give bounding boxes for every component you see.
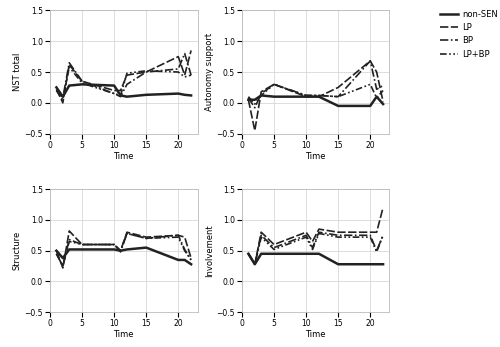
Y-axis label: Involvement: Involvement xyxy=(205,225,214,277)
X-axis label: Time: Time xyxy=(306,330,326,339)
X-axis label: Time: Time xyxy=(114,152,134,161)
X-axis label: Time: Time xyxy=(306,152,326,161)
Y-axis label: Structure: Structure xyxy=(13,231,22,270)
Y-axis label: Autonomy support: Autonomy support xyxy=(205,33,214,111)
Legend: non-SEN, LP, BP, LP+BP: non-SEN, LP, BP, LP+BP xyxy=(438,8,500,60)
X-axis label: Time: Time xyxy=(114,330,134,339)
Y-axis label: NST total: NST total xyxy=(13,53,22,91)
